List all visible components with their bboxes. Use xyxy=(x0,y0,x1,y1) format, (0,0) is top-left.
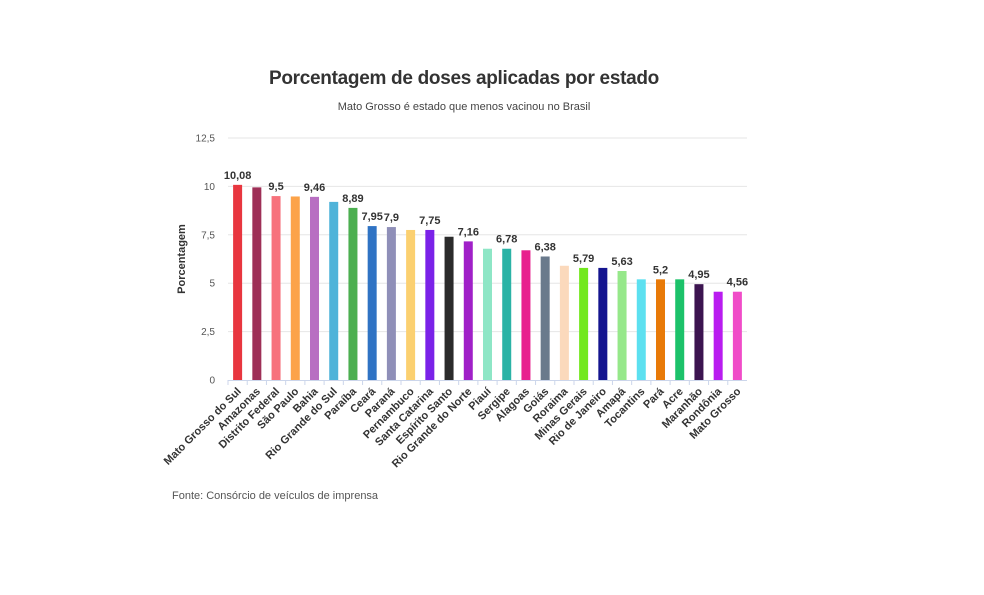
data-label: 7,16 xyxy=(458,226,479,238)
data-label: 4,95 xyxy=(688,269,709,281)
bar xyxy=(579,267,589,380)
bar xyxy=(675,279,685,380)
bar xyxy=(617,271,627,380)
data-label: 7,9 xyxy=(384,212,399,224)
data-label: 5,2 xyxy=(653,264,668,276)
chart-title: Porcentagem de doses aplicadas por estad… xyxy=(268,68,659,89)
y-axis-ticks: 0 2,5 5 7,5 10 12,5 xyxy=(196,134,216,387)
bar xyxy=(463,241,473,380)
data-label: 9,46 xyxy=(304,182,325,194)
data-label: 9,5 xyxy=(268,181,283,193)
y-tick-label: 0 xyxy=(209,376,215,387)
data-label: 7,75 xyxy=(419,215,440,227)
bar xyxy=(348,207,358,380)
data-label: 5,79 xyxy=(573,253,594,265)
data-label: 6,78 xyxy=(496,234,517,246)
bar xyxy=(425,229,435,380)
y-tick-label: 12,5 xyxy=(196,134,216,145)
bar xyxy=(329,201,339,380)
bar xyxy=(559,265,569,380)
data-label: 6,38 xyxy=(534,241,555,253)
bar xyxy=(598,267,608,380)
bar xyxy=(732,291,742,380)
bar xyxy=(636,279,646,380)
bar xyxy=(521,250,531,380)
bar xyxy=(444,236,454,380)
y-tick-label: 5 xyxy=(209,279,215,290)
data-labels: 10,08 9,5 9,46 8,89 7,95 7,9 7,75 7,16 6,78 6,38 5… xyxy=(224,170,748,289)
bar xyxy=(540,256,550,380)
bar xyxy=(483,248,492,380)
y-tick-label: 2,5 xyxy=(201,327,215,338)
bar xyxy=(290,196,300,380)
data-label: 5,63 xyxy=(611,256,632,268)
bar xyxy=(502,248,512,380)
y-tick-label: 10 xyxy=(204,182,216,193)
bar xyxy=(252,187,262,380)
bar xyxy=(406,229,416,380)
y-tick-label: 7,5 xyxy=(201,230,215,241)
data-label: 4,56 xyxy=(727,277,748,289)
bar xyxy=(386,227,396,380)
chart-subtitle: Mato Grosso é estado que menos vacinou n… xyxy=(337,101,591,113)
bars xyxy=(233,184,742,380)
bar xyxy=(367,226,377,380)
y-axis-title: Porcentagem xyxy=(176,224,188,294)
bar xyxy=(310,196,319,380)
chart-source: Fonte: Consórcio de veículos de imprensa xyxy=(172,490,379,502)
bar xyxy=(694,284,704,380)
bar xyxy=(656,279,665,380)
bar xyxy=(233,184,243,380)
data-label: 7,95 xyxy=(361,211,382,223)
data-label: 10,08 xyxy=(224,170,252,182)
bar xyxy=(713,291,723,380)
bar xyxy=(271,196,281,380)
data-label: 8,89 xyxy=(342,193,363,205)
